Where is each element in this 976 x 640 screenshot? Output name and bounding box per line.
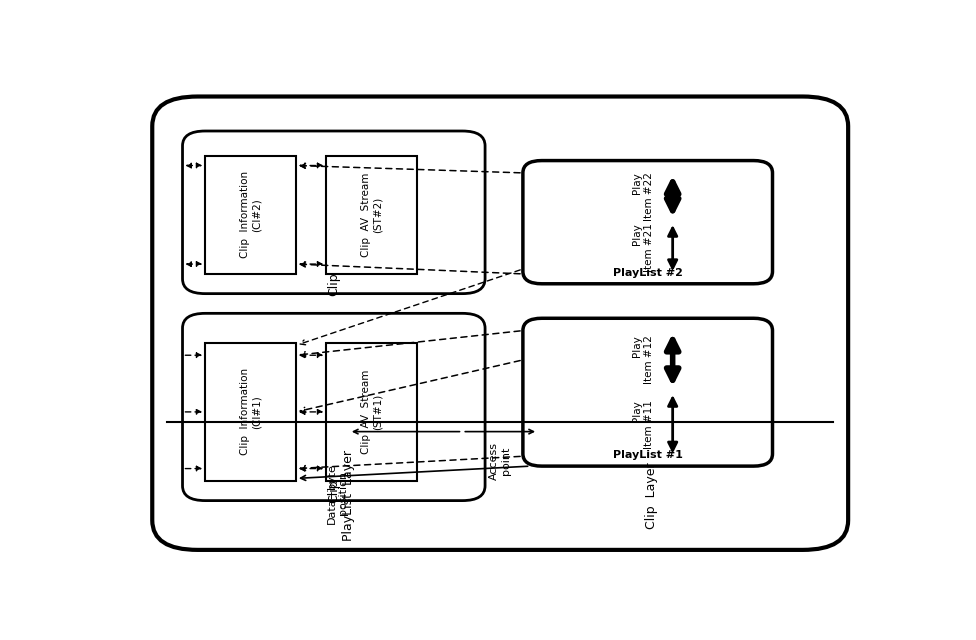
Text: Play
Item #11: Play Item #11 xyxy=(632,400,654,449)
Text: Play
Item #12: Play Item #12 xyxy=(632,335,654,385)
Text: Access
point: Access point xyxy=(489,442,511,480)
Text: Play
Item #22: Play Item #22 xyxy=(632,172,654,221)
Text: Clip  Information
(CI#1): Clip Information (CI#1) xyxy=(240,369,262,456)
Text: PlayList #1: PlayList #1 xyxy=(613,451,682,460)
Text: PlayList #2: PlayList #2 xyxy=(613,268,682,278)
FancyBboxPatch shape xyxy=(152,97,848,550)
FancyBboxPatch shape xyxy=(523,161,773,284)
Text: Clip: Clip xyxy=(327,479,341,502)
FancyBboxPatch shape xyxy=(523,318,773,466)
Bar xyxy=(205,156,296,274)
Text: Clip  Information
(CI#2): Clip Information (CI#2) xyxy=(240,172,262,259)
Text: Clip  AV  Stream
(ST#2): Clip AV Stream (ST#2) xyxy=(361,173,383,257)
Text: Data−byte
position: Data−byte position xyxy=(327,463,348,524)
FancyBboxPatch shape xyxy=(183,131,485,294)
Bar xyxy=(326,343,417,481)
Bar xyxy=(205,343,296,481)
Text: Clip  AV  Stream
(ST#1): Clip AV Stream (ST#1) xyxy=(361,370,383,454)
Text: PlayList  Layer: PlayList Layer xyxy=(343,450,355,541)
FancyBboxPatch shape xyxy=(183,314,485,500)
Text: Clip  Layer: Clip Layer xyxy=(645,462,658,529)
Text: Clip: Clip xyxy=(327,272,341,296)
Bar xyxy=(326,156,417,274)
Text: Play
Item #21: Play Item #21 xyxy=(632,223,654,273)
